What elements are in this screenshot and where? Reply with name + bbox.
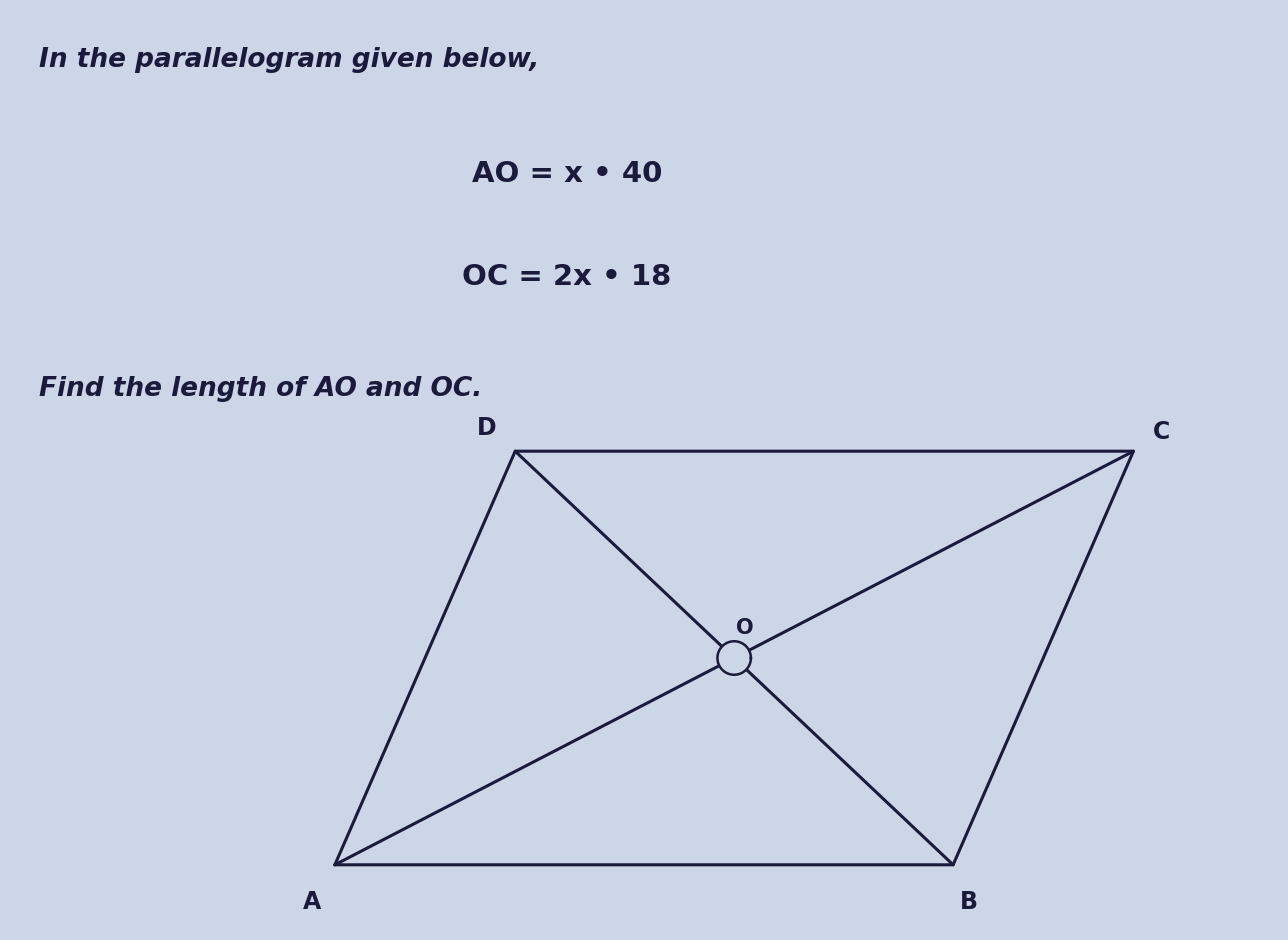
Text: C: C [1153, 420, 1171, 445]
Polygon shape [717, 641, 751, 675]
Text: D: D [477, 415, 497, 440]
Text: A: A [303, 890, 321, 915]
Text: B: B [960, 890, 978, 915]
Text: OC = 2x • 18: OC = 2x • 18 [462, 263, 671, 291]
Text: Find the length of AO and OC.: Find the length of AO and OC. [39, 376, 482, 402]
Text: O: O [735, 618, 753, 638]
Text: AO = x • 40: AO = x • 40 [471, 160, 662, 188]
Text: In the parallelogram given below,: In the parallelogram given below, [39, 47, 538, 73]
